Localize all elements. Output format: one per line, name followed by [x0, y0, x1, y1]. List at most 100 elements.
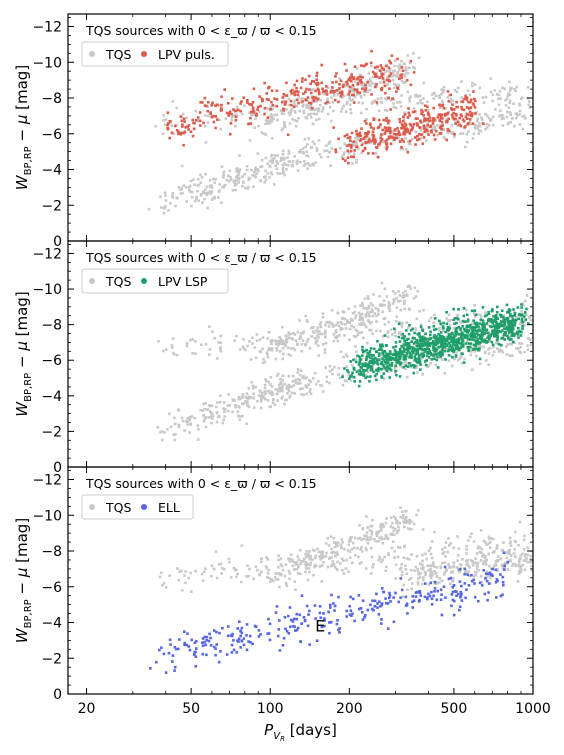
- scatter-point: [409, 95, 412, 98]
- scatter-point: [352, 541, 355, 545]
- scatter-point: [442, 128, 445, 132]
- scatter-point: [172, 433, 176, 437]
- scatter-point: [227, 179, 231, 183]
- scatter-point: [365, 534, 368, 538]
- scatter-point: [423, 348, 427, 351]
- scatter-point: [189, 422, 192, 426]
- scatter-point: [423, 119, 426, 123]
- scatter-point: [358, 380, 362, 383]
- scatter-point: [281, 347, 285, 350]
- scatter-point: [371, 133, 374, 137]
- scatter-point: [406, 54, 410, 57]
- scatter-point: [295, 612, 298, 616]
- scatter-point: [175, 196, 178, 199]
- scatter-point: [333, 604, 337, 608]
- scatter-point: [279, 109, 283, 113]
- scatter-point: [311, 96, 314, 100]
- scatter-point: [421, 567, 425, 571]
- scatter-point: [371, 565, 374, 569]
- scatter-point: [379, 69, 382, 72]
- scatter-point: [503, 321, 506, 325]
- scatter-point: [352, 140, 356, 143]
- scatter-point: [227, 625, 230, 628]
- scatter-point: [388, 87, 391, 90]
- scatter-point: [473, 126, 477, 130]
- x-tick-label: 200: [336, 701, 363, 717]
- scatter-point: [353, 316, 357, 320]
- scatter-point: [407, 107, 410, 110]
- scatter-point: [192, 127, 196, 131]
- scatter-point: [397, 353, 400, 357]
- scatter-point: [191, 118, 194, 122]
- scatter-point: [358, 562, 362, 565]
- scatter-point: [377, 358, 381, 362]
- scatter-point: [386, 354, 390, 358]
- y-tick-label: −2: [41, 651, 62, 667]
- scatter-point: [467, 130, 470, 133]
- scatter-point: [365, 356, 368, 359]
- scatter-point: [519, 345, 522, 349]
- scatter-point: [247, 387, 251, 390]
- scatter-point: [391, 526, 394, 529]
- scatter-point: [473, 350, 476, 353]
- scatter-point: [322, 90, 325, 93]
- scatter-point: [293, 99, 297, 102]
- scatter-point: [529, 557, 532, 561]
- scatter-point: [463, 320, 467, 323]
- scatter-point: [263, 112, 266, 116]
- scatter-point: [440, 342, 443, 346]
- scatter-point: [477, 568, 481, 572]
- scatter-point: [406, 116, 410, 119]
- scatter-point: [373, 85, 377, 89]
- scatter-point: [343, 134, 347, 138]
- scatter-point: [350, 155, 353, 158]
- scatter-point: [412, 366, 416, 369]
- scatter-point: [420, 326, 423, 330]
- scatter-point: [349, 146, 353, 149]
- scatter-point: [230, 643, 234, 647]
- scatter-point: [356, 76, 360, 79]
- scatter-point: [382, 140, 385, 144]
- scatter-point: [438, 319, 441, 323]
- scatter-point: [339, 91, 342, 95]
- scatter-point: [427, 592, 430, 596]
- scatter-point: [474, 112, 477, 115]
- scatter-point: [400, 76, 404, 79]
- scatter-point: [203, 124, 207, 128]
- scatter-point: [395, 373, 398, 377]
- scatter-point: [361, 76, 364, 79]
- scatter-point: [195, 640, 198, 643]
- scatter-point: [313, 336, 317, 340]
- scatter-point: [300, 342, 304, 346]
- scatter-point: [179, 192, 183, 195]
- scatter-point: [416, 332, 419, 336]
- scatter-point: [361, 528, 365, 531]
- scatter-point: [443, 565, 447, 569]
- scatter-point: [384, 357, 388, 360]
- scatter-point: [234, 403, 237, 407]
- scatter-point: [260, 158, 264, 162]
- plot-frame: [67, 466, 534, 695]
- scatter-point: [186, 125, 189, 128]
- scatter-point: [295, 120, 299, 123]
- scatter-point: [345, 102, 348, 106]
- scatter-point: [461, 319, 465, 323]
- scatter-point: [296, 98, 299, 102]
- scatter-point: [169, 202, 172, 205]
- scatter-point: [393, 550, 396, 553]
- scatter-point: [382, 118, 386, 122]
- scatter-point: [326, 155, 330, 159]
- scatter-point: [205, 193, 209, 197]
- scatter-point: [169, 425, 173, 429]
- scatter-point: [207, 101, 210, 104]
- scatter-point: [304, 567, 308, 570]
- scatter-point: [467, 348, 470, 351]
- scatter-point: [360, 127, 363, 130]
- scatter-point: [316, 339, 319, 342]
- scatter-point: [365, 515, 368, 518]
- scatter-point: [346, 368, 349, 372]
- legend-label: LPV puls.: [158, 47, 215, 62]
- scatter-point: [495, 347, 499, 350]
- scatter-point: [452, 318, 456, 321]
- scatter-point: [505, 303, 509, 307]
